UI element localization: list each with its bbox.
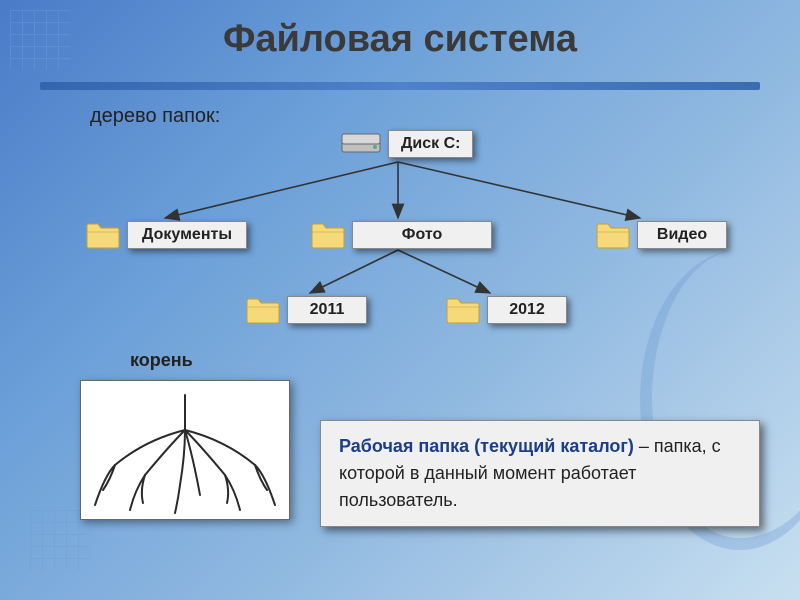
folder-icon [245, 295, 281, 325]
node-label: 2011 [287, 296, 367, 324]
folder-icon [595, 220, 631, 250]
decoration-grid [10, 10, 70, 70]
title-divider [40, 82, 760, 90]
node-label: 2012 [487, 296, 567, 324]
tree-node-video: Видео [595, 220, 727, 250]
root-illustration [80, 380, 290, 520]
node-label: Диск С: [388, 130, 473, 158]
drive-icon [340, 130, 382, 158]
description-box: Рабочая папка (текущий каталог) – папка,… [320, 420, 760, 527]
root-section-label: корень [130, 350, 193, 371]
tree-node-photo: Фото [310, 220, 492, 250]
node-label: Документы [127, 221, 247, 249]
folder-icon [85, 220, 121, 250]
tree-node-docs: Документы [85, 220, 247, 250]
subtitle: дерево папок: [90, 105, 220, 128]
node-label: Фото [352, 221, 492, 249]
tree-node-y2011: 2011 [245, 295, 367, 325]
folder-icon [310, 220, 346, 250]
folder-icon [445, 295, 481, 325]
description-term: Рабочая папка (текущий каталог) [339, 436, 634, 456]
node-label: Видео [637, 221, 727, 249]
tree-node-y2012: 2012 [445, 295, 567, 325]
page-title: Файловая система [0, 0, 800, 61]
tree-node-root: Диск С: [340, 130, 473, 158]
